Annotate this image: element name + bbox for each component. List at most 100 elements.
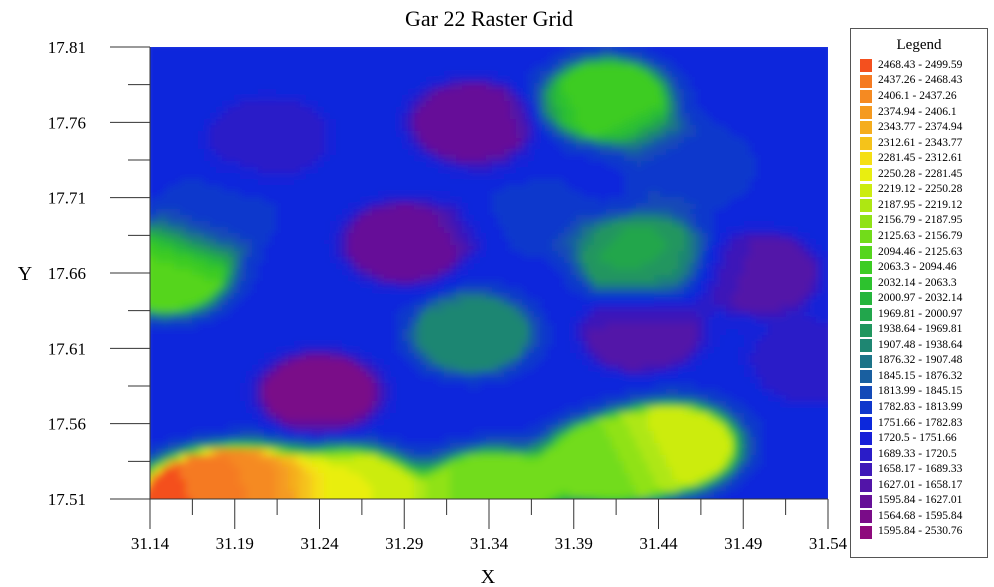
x-tick-label: 31.19 xyxy=(216,534,254,553)
legend-label: 2125.63 - 2156.79 xyxy=(878,229,963,242)
legend-label: 2000.97 - 2032.14 xyxy=(878,292,963,305)
legend-item: 2219.12 - 2250.28 xyxy=(860,182,962,197)
legend-swatch xyxy=(860,59,872,73)
legend-label: 2437.26 - 2468.43 xyxy=(878,74,963,87)
x-tick-label: 31.54 xyxy=(809,534,848,553)
legend-item: 2250.28 - 2281.45 xyxy=(860,167,962,182)
chart-title: Gar 22 Raster Grid xyxy=(404,6,573,31)
legend-item: 1907.48 - 1938.64 xyxy=(860,338,962,353)
x-tick-label: 31.29 xyxy=(385,534,423,553)
legend-item: 2032.14 - 2063.3 xyxy=(860,276,957,291)
legend-swatch xyxy=(860,354,872,368)
legend-item: 2468.43 - 2499.59 xyxy=(860,58,962,73)
y-tick-label: 17.61 xyxy=(48,339,86,358)
legend-label: 1564.68 - 1595.84 xyxy=(878,509,963,522)
legend-item: 1720.5 - 1751.66 xyxy=(860,431,957,446)
legend-swatch xyxy=(860,261,872,275)
x-tick-label: 31.44 xyxy=(639,534,678,553)
x-axis-title: X xyxy=(481,566,496,587)
y-tick-label: 17.66 xyxy=(48,264,86,283)
legend-label: 2343.77 - 2374.94 xyxy=(878,121,963,134)
legend-label: 1595.84 - 1627.01 xyxy=(878,494,963,507)
legend-label: 1689.33 - 1720.5 xyxy=(878,447,957,460)
legend-swatch xyxy=(860,152,872,166)
legend-label: 2406.1 - 2437.26 xyxy=(878,90,957,103)
legend-item: 2094.46 - 2125.63 xyxy=(860,245,962,260)
x-tick-label: 31.49 xyxy=(724,534,762,553)
y-tick-label: 17.71 xyxy=(48,189,86,208)
legend-label: 2312.61 - 2343.77 xyxy=(878,136,963,149)
legend-swatch xyxy=(860,479,872,493)
legend-swatch xyxy=(860,230,872,244)
legend-swatch xyxy=(860,432,872,446)
legend-item: 1564.68 - 1595.84 xyxy=(860,509,962,524)
legend-label: 1751.66 - 1782.83 xyxy=(878,416,963,429)
x-tick-label: 31.14 xyxy=(131,534,170,553)
y-tick-label: 17.51 xyxy=(48,490,86,509)
legend-label: 1938.64 - 1969.81 xyxy=(878,323,963,336)
legend-item: 1689.33 - 1720.5 xyxy=(860,447,957,462)
legend-swatch xyxy=(860,276,872,290)
legend-swatch xyxy=(860,168,872,182)
legend-label: 1845.15 - 1876.32 xyxy=(878,369,963,382)
legend-label: 1813.99 - 1845.15 xyxy=(878,385,963,398)
legend-item: 2156.79 - 2187.95 xyxy=(860,214,962,229)
legend-swatch xyxy=(860,292,872,306)
legend-item: 1627.01 - 1658.17 xyxy=(860,478,962,493)
legend-label: 1969.81 - 2000.97 xyxy=(878,307,963,320)
legend-label: 2094.46 - 2125.63 xyxy=(878,245,963,258)
legend-swatch xyxy=(860,74,872,88)
legend-item: 2374.94 - 2406.1 xyxy=(860,105,957,120)
legend-swatch xyxy=(860,136,872,150)
legend-item: 2125.63 - 2156.79 xyxy=(860,229,962,244)
legend-item: 2312.61 - 2343.77 xyxy=(860,136,962,151)
legend-label: 1595.84 - 2530.76 xyxy=(878,525,963,538)
raster-surface xyxy=(150,47,828,499)
legend-swatch xyxy=(860,339,872,353)
legend-label: 2468.43 - 2499.59 xyxy=(878,58,963,71)
legend-label: 1627.01 - 1658.17 xyxy=(878,478,963,491)
legend-item: 2437.26 - 2468.43 xyxy=(860,74,962,89)
legend-label: 2250.28 - 2281.45 xyxy=(878,167,963,180)
legend-swatch xyxy=(860,416,872,430)
legend: Legend 2468.43 - 2499.59 2437.26 - 2468.4… xyxy=(850,28,988,558)
legend-swatch xyxy=(860,307,872,321)
y-tick-label: 17.81 xyxy=(48,38,86,57)
legend-item: 1595.84 - 2530.76 xyxy=(860,525,962,540)
legend-label: 2063.3 - 2094.46 xyxy=(878,261,957,274)
legend-swatch xyxy=(860,494,872,508)
legend-label: 1658.17 - 1689.33 xyxy=(878,463,963,476)
x-tick-label: 31.24 xyxy=(300,534,339,553)
legend-swatch xyxy=(860,385,872,399)
legend-item: 2343.77 - 2374.94 xyxy=(860,120,962,135)
legend-swatch xyxy=(860,463,872,477)
legend-swatch xyxy=(860,370,872,384)
legend-label: 1907.48 - 1938.64 xyxy=(878,338,963,351)
legend-item: 1658.17 - 1689.33 xyxy=(860,462,962,477)
legend-label: 1876.32 - 1907.48 xyxy=(878,354,963,367)
x-tick-label: 31.39 xyxy=(555,534,593,553)
legend-label: 1720.5 - 1751.66 xyxy=(878,432,957,445)
legend-item: 2187.95 - 2219.12 xyxy=(860,198,962,213)
y-axis-title: Y xyxy=(18,263,32,285)
y-tick-label: 17.56 xyxy=(48,415,86,434)
legend-item: 1876.32 - 1907.48 xyxy=(860,353,962,368)
legend-label: 2219.12 - 2250.28 xyxy=(878,183,963,196)
legend-item: 1595.84 - 1627.01 xyxy=(860,493,962,508)
legend-swatch xyxy=(860,510,872,524)
legend-item: 1845.15 - 1876.32 xyxy=(860,369,962,384)
legend-label: 2156.79 - 2187.95 xyxy=(878,214,963,227)
legend-swatch xyxy=(860,105,872,119)
legend-swatch xyxy=(860,245,872,259)
legend-label: 2281.45 - 2312.61 xyxy=(878,152,963,165)
legend-item: 1969.81 - 2000.97 xyxy=(860,307,962,322)
legend-item: 2406.1 - 2437.26 xyxy=(860,89,957,104)
y-tick-label: 17.76 xyxy=(48,113,86,132)
legend-item: 1782.83 - 1813.99 xyxy=(860,400,962,415)
legend-item: 2281.45 - 2312.61 xyxy=(860,151,962,166)
legend-swatch xyxy=(860,199,872,213)
legend-item: 1813.99 - 1845.15 xyxy=(860,385,962,400)
legend-swatch xyxy=(860,447,872,461)
legend-label: 2032.14 - 2063.3 xyxy=(878,276,957,289)
